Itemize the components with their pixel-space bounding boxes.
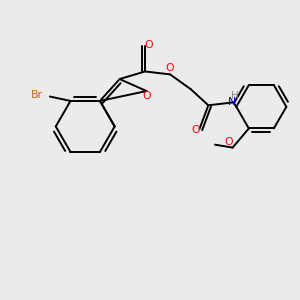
Text: O: O — [144, 40, 153, 50]
Text: N: N — [228, 98, 236, 107]
Text: H: H — [231, 91, 238, 101]
Text: O: O — [225, 137, 233, 147]
Text: Br: Br — [31, 90, 43, 100]
Text: O: O — [192, 125, 200, 135]
Text: O: O — [166, 63, 174, 73]
Text: O: O — [142, 91, 151, 101]
